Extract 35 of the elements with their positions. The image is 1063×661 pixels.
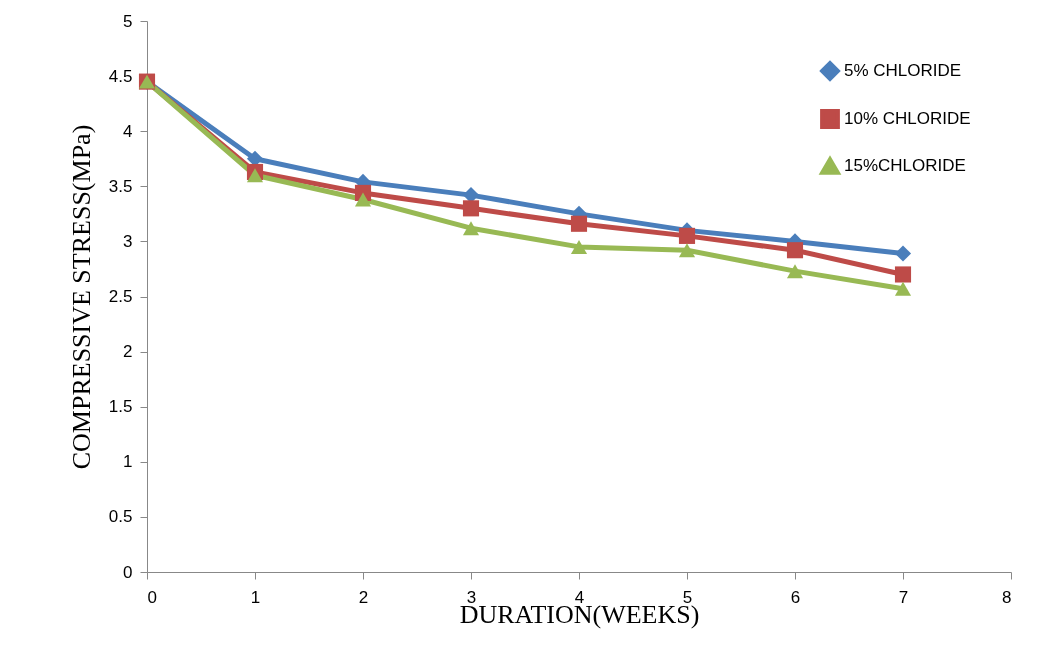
point	[678, 243, 696, 258]
legend-label: 10% CHLORIDE	[844, 109, 971, 128]
y-tick-label: 0	[123, 562, 133, 582]
x-tick-label: 4	[574, 587, 585, 607]
point	[246, 168, 264, 183]
y-tick-label: 3.5	[108, 176, 133, 196]
legend-label: 15%CHLORIDE	[844, 156, 966, 175]
x-tick-label: 0	[147, 587, 157, 607]
y-tick-label: 1.5	[108, 397, 133, 417]
legend-label: 5% CHLORIDE	[844, 61, 962, 80]
y-tick-label: 2.5	[108, 287, 133, 306]
x-tick-label: 8	[1002, 587, 1012, 607]
y-tick-label: 1	[123, 452, 133, 472]
point	[678, 227, 696, 244]
point	[894, 245, 912, 262]
x-tick-label: 1	[250, 587, 261, 607]
y-tick-label: 4	[123, 121, 133, 141]
x-tick-label: 6	[790, 587, 801, 607]
point	[462, 200, 480, 217]
y-tick-label: 5	[123, 11, 133, 31]
y-tick-label: 3	[123, 231, 133, 251]
y-tick-label: 0.5	[108, 507, 133, 527]
point	[894, 266, 912, 283]
point	[570, 239, 588, 254]
x-tick-label: 7	[898, 587, 909, 607]
y-tick-label: 2	[123, 342, 133, 362]
y-axis-title: COMPRESSIVE STRESS(MPa)	[66, 124, 96, 470]
y-tick-label: 4.5	[108, 66, 133, 86]
point	[786, 264, 804, 279]
x-tick-label: 2	[358, 587, 369, 607]
point	[570, 215, 588, 232]
point	[462, 221, 480, 236]
point	[894, 281, 912, 296]
point	[786, 242, 804, 259]
point	[354, 192, 372, 207]
